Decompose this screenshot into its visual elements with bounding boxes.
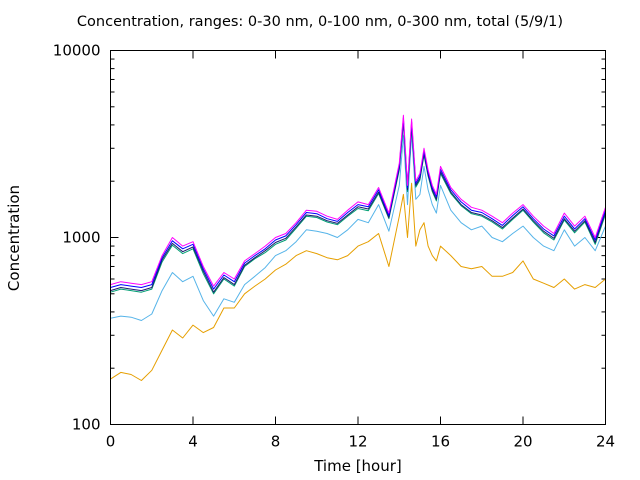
x-tick-label: 24 [596, 433, 615, 451]
x-tick-label: 8 [271, 433, 281, 451]
series-line [110, 117, 606, 290]
x-tick-label: 16 [431, 433, 450, 451]
y-tick-label: 100 [72, 416, 101, 434]
series-line [110, 114, 606, 287]
x-tick-label: 12 [348, 433, 367, 451]
series-line [110, 122, 606, 295]
x-tick-label: 4 [188, 433, 198, 451]
series-line [110, 120, 606, 293]
x-axis-label: Time [hour] [314, 457, 402, 475]
x-tick-label: 20 [513, 433, 532, 451]
y-axis-label: Concentration [5, 184, 23, 292]
chart-title: Concentration, ranges: 0-30 nm, 0-100 nm… [76, 14, 564, 30]
plot-series [110, 114, 606, 381]
series-line [110, 133, 606, 321]
y-tick-label: 10000 [53, 42, 101, 60]
y-tick-label: 1000 [62, 229, 100, 247]
plot-frame [110, 50, 606, 425]
axis-ticks [110, 50, 606, 425]
series-line [110, 182, 606, 381]
tick-labels: 0 4 8 12 16 20 24 100 1000 10000 [53, 42, 615, 451]
x-tick-label: 0 [106, 433, 116, 451]
